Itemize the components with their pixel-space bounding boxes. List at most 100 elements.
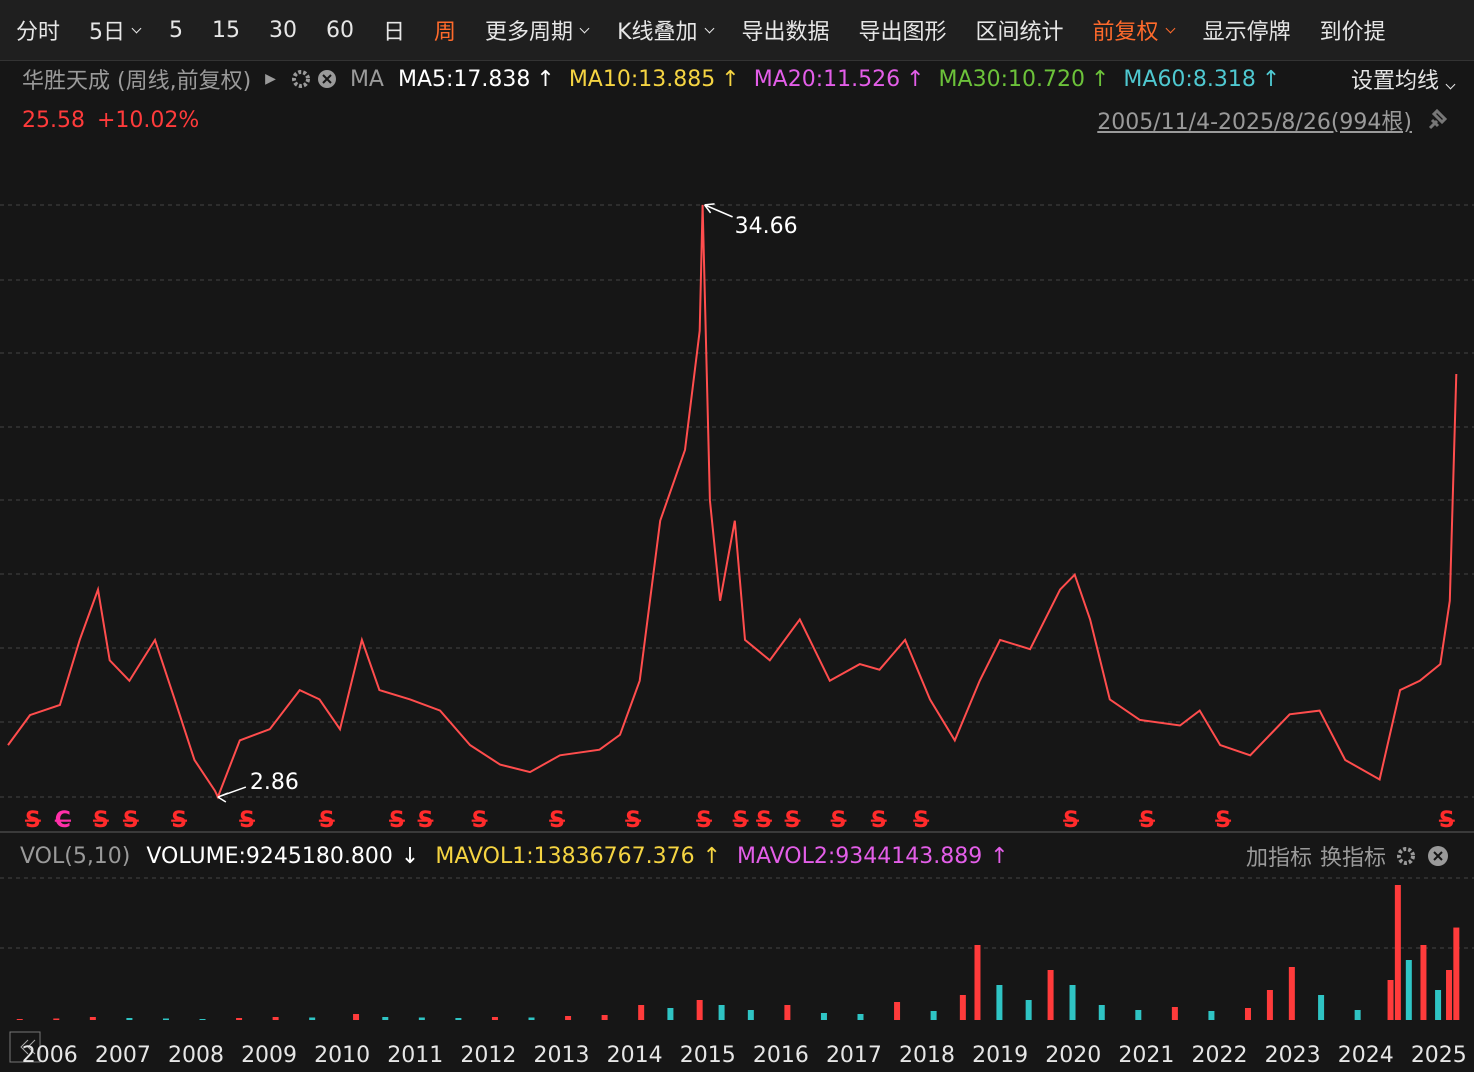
vol-name: VOL(5,10)	[20, 843, 131, 869]
vol-trend: ↑	[702, 843, 722, 869]
ma-trend: ↑	[906, 66, 925, 92]
toolbar-item[interactable]: 显示停牌	[1202, 20, 1291, 45]
volume-bar	[1420, 945, 1427, 1020]
volume-bar	[974, 945, 981, 1020]
volume-bar	[1288, 967, 1295, 1020]
volume-bar	[1098, 1005, 1105, 1020]
signal-marker: S	[831, 808, 847, 833]
volume-bar	[667, 1008, 674, 1020]
x-tick-label: 2009	[241, 1043, 297, 1068]
toolbar-item[interactable]: 60	[326, 17, 355, 43]
x-tick-label: 2006	[22, 1043, 78, 1068]
signal-marker: S	[1439, 808, 1455, 833]
volume-bar	[1354, 1010, 1361, 1020]
vol-value: MAVOL2:9344143.889	[737, 843, 983, 869]
toolbar-item[interactable]: 导出数据	[741, 20, 830, 45]
x-tick-label: 2013	[534, 1043, 590, 1068]
volume-bar	[696, 1000, 703, 1020]
toolbar-item[interactable]: 区间统计	[975, 20, 1064, 45]
signal-marker: S	[389, 808, 405, 833]
volume-bar	[747, 1010, 754, 1020]
x-tick-label: 2019	[972, 1043, 1028, 1068]
signal-marker: S	[239, 808, 255, 833]
toolbar-item[interactable]: 5日	[73, 14, 153, 46]
x-tick-label: 2025	[1411, 1043, 1467, 1068]
toolbar-item[interactable]: 周	[434, 20, 457, 45]
toolbar-item[interactable]: 30	[269, 17, 298, 43]
volume-bar	[382, 1017, 389, 1020]
scroll-button[interactable]	[9, 1031, 41, 1063]
toolbar-item[interactable]: 5	[169, 17, 184, 43]
volume-bar	[418, 1017, 425, 1020]
ma-value: MA5:17.838	[397, 66, 531, 92]
signal-marker: S	[1139, 808, 1155, 833]
signal-marker: S	[756, 808, 772, 833]
price-row: 25.58 +10.02% 2005/11/4-2025/8/26(994根)	[0, 100, 1474, 140]
vol-value: MAVOL1:13836767.376	[435, 843, 695, 869]
pin-icon[interactable]	[1424, 108, 1452, 132]
toolbar-item[interactable]: 导出图形	[858, 20, 947, 45]
volume-bar	[1069, 985, 1076, 1020]
volume-bar	[820, 1013, 827, 1020]
volume-bar	[1453, 927, 1460, 1020]
icons[interactable]	[290, 68, 338, 90]
x-tick-label: 2007	[95, 1043, 151, 1068]
toolbar-item[interactable]: 更多周期	[469, 14, 601, 46]
add-indicator[interactable]: 加指标	[1245, 846, 1312, 871]
volume-bar	[1047, 970, 1054, 1020]
volume-bar	[272, 1017, 279, 1020]
annotation: 2.86	[250, 770, 299, 795]
signal-marker: S	[785, 808, 801, 833]
price-line	[7, 204, 1458, 800]
play-icon[interactable]: ▶	[265, 71, 276, 87]
annotation-arrow	[703, 203, 733, 218]
ma-value: MA60:8.318	[1123, 66, 1256, 92]
date-range[interactable]: 2005/11/4-2025/8/26(994根)	[1097, 110, 1412, 135]
toolbar-item[interactable]: 15	[212, 17, 241, 43]
toolbar-item[interactable]: 日	[383, 20, 406, 45]
signal-marker: S	[25, 808, 41, 833]
scroll-icon[interactable]	[20, 1039, 36, 1055]
ma-trend: ↑	[1090, 66, 1110, 92]
vol-items: VOLUME:9245180.800 ↓ MAVOL1:13836767.376 ↑ M…	[130, 844, 1008, 869]
signal-marker: S	[1063, 808, 1079, 833]
x-tick-label: 2023	[1265, 1043, 1321, 1068]
x-tick-label: 2020	[1045, 1043, 1101, 1068]
switch-indicator[interactable]: 换指标	[1319, 846, 1386, 871]
toolbar-item[interactable]: 到价提	[1319, 20, 1386, 45]
ma-trend: ↑	[1261, 66, 1281, 92]
ma-items: MA5:17.838 ↑ MA10:13.885 ↑ MA20:11.526 ↑ MA30:…	[384, 67, 1280, 92]
signal-marker: S	[171, 808, 187, 833]
ma-trend: ↑	[536, 66, 555, 92]
toolbar-item[interactable]: 前复权	[1077, 14, 1187, 46]
volume-bar	[1135, 1010, 1142, 1020]
stock-name: 华胜天成 (周线,前复权)	[22, 69, 252, 94]
settings-text[interactable]: 设置均线	[1351, 63, 1454, 95]
ma-value: MA30:10.720	[938, 66, 1085, 92]
volume-bar	[718, 1005, 725, 1020]
x-tick-label: 2018	[899, 1043, 955, 1068]
signal-marker: S	[93, 808, 109, 833]
volume-bar	[89, 1017, 96, 1020]
signal-marker: S	[1215, 808, 1231, 833]
x-tick-label: 2008	[168, 1043, 224, 1068]
toolbar-item[interactable]: 分时	[16, 20, 61, 45]
volume-bar	[959, 995, 966, 1020]
volume-bar	[1387, 980, 1394, 1020]
annotation-arrow	[217, 786, 247, 803]
annotation: 34.66	[735, 214, 798, 239]
volume-header: VOL(5,10) VOLUME:9245180.800 ↓ MAVOL1:1383…	[0, 836, 1474, 876]
volume-bar	[1025, 1000, 1032, 1020]
vol-icons[interactable]	[1394, 844, 1454, 868]
volume-bar	[491, 1017, 498, 1020]
volume-bar	[1435, 990, 1442, 1020]
volume-bar	[162, 1018, 169, 1020]
vol-buttons: 加指标 换指标	[1246, 840, 1454, 872]
ma-trend: ↑	[721, 66, 740, 92]
signal-marker: C	[55, 808, 71, 833]
volume-bar	[784, 1005, 791, 1020]
ma-settings[interactable]: 设置均线	[1351, 63, 1454, 95]
toolbar-item[interactable]: K线叠加	[601, 14, 725, 46]
x-tick-label: 2017	[826, 1043, 882, 1068]
